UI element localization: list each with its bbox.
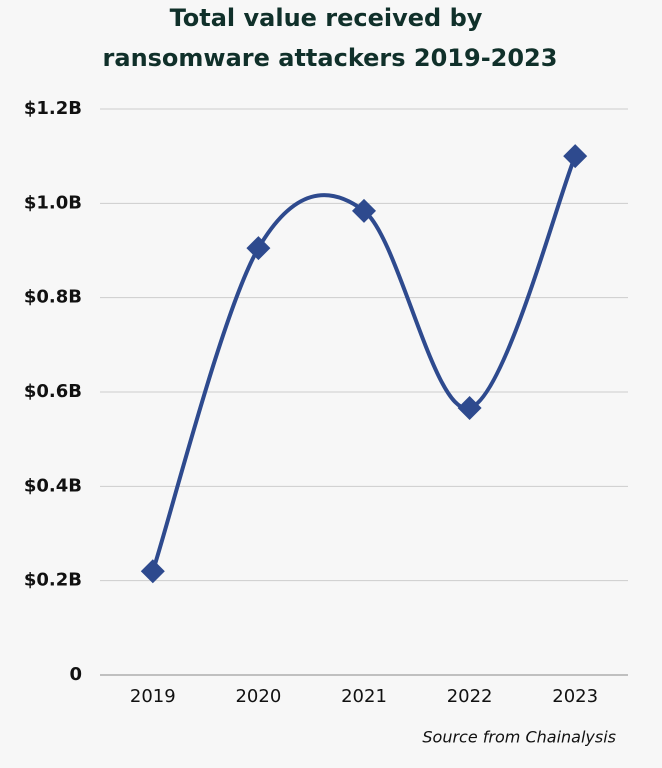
chart-title: Total value received by (170, 4, 483, 32)
diamond-marker (246, 236, 271, 261)
diamond-marker (140, 559, 165, 584)
diamond-marker (352, 198, 376, 223)
diamond-marker (563, 144, 588, 169)
x-tick-label: 2020 (235, 686, 281, 707)
diamond-marker (457, 396, 482, 421)
x-tick-label: 2023 (552, 686, 598, 707)
y-tick-label: $0.4B (24, 475, 82, 496)
y-tick-label: $1.0B (24, 192, 82, 213)
x-tick-label: 2021 (341, 686, 387, 707)
y-tick-label: $0.2B (24, 570, 82, 591)
y-tick-label: $0.6B (24, 381, 82, 402)
x-tick-label: 2019 (130, 686, 176, 707)
y-tick-label: 0 (69, 664, 82, 685)
chart-title: ransomware attackers 2019-2023 (103, 44, 558, 72)
y-tick-label: $0.8B (24, 287, 82, 308)
x-tick-label: 2022 (447, 686, 493, 707)
source-note: Source from Chainalysis (422, 728, 616, 747)
y-tick-label: $1.2B (24, 98, 82, 119)
